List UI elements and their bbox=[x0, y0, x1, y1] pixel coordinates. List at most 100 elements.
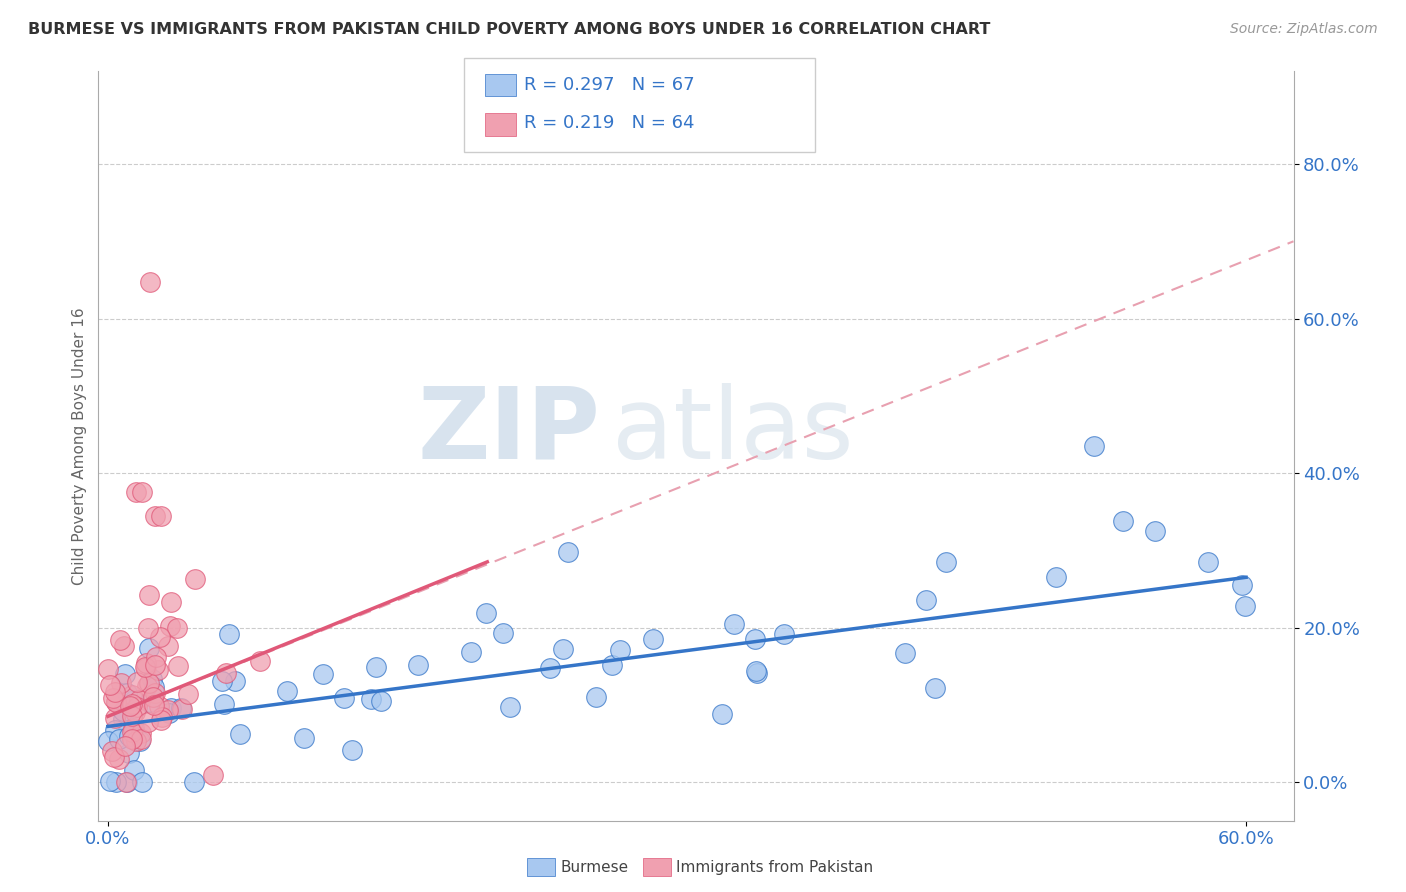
Point bbox=[108, 752, 131, 766]
Point bbox=[643, 632, 665, 646]
Text: R = 0.297   N = 67: R = 0.297 N = 67 bbox=[524, 76, 695, 94]
Point bbox=[125, 675, 148, 690]
Point bbox=[103, 749, 125, 764]
Point bbox=[115, 775, 138, 789]
Text: Burmese: Burmese bbox=[561, 860, 628, 874]
Point bbox=[184, 572, 207, 586]
Point bbox=[112, 639, 135, 653]
Point bbox=[160, 595, 183, 609]
Point bbox=[142, 698, 165, 712]
Point bbox=[104, 685, 127, 699]
Point bbox=[97, 662, 120, 676]
Point bbox=[460, 645, 482, 659]
Point bbox=[122, 763, 145, 777]
Point bbox=[97, 734, 120, 748]
Point bbox=[224, 673, 246, 688]
Point bbox=[924, 681, 946, 695]
Point bbox=[935, 555, 957, 569]
Point bbox=[122, 693, 145, 707]
Point bbox=[166, 658, 188, 673]
Point bbox=[115, 686, 138, 700]
Point bbox=[492, 626, 515, 640]
Point bbox=[122, 721, 145, 735]
Point bbox=[110, 676, 132, 690]
Point bbox=[249, 654, 271, 668]
Point bbox=[156, 640, 179, 654]
Point bbox=[1230, 578, 1253, 592]
Point bbox=[138, 588, 160, 602]
Point bbox=[585, 690, 607, 704]
Text: R = 0.219   N = 64: R = 0.219 N = 64 bbox=[524, 114, 695, 132]
Text: Source: ZipAtlas.com: Source: ZipAtlas.com bbox=[1230, 22, 1378, 37]
Point bbox=[118, 699, 141, 714]
Point bbox=[360, 692, 382, 706]
Point bbox=[103, 690, 125, 705]
Point bbox=[110, 632, 132, 647]
Point bbox=[138, 715, 160, 730]
Point bbox=[136, 621, 159, 635]
Point bbox=[124, 705, 146, 719]
Point bbox=[1197, 555, 1219, 569]
Point bbox=[107, 731, 129, 746]
Point bbox=[150, 713, 173, 727]
Point bbox=[122, 723, 145, 737]
Point bbox=[138, 275, 160, 289]
Point bbox=[159, 619, 181, 633]
Point bbox=[406, 657, 429, 672]
Point bbox=[745, 665, 768, 679]
Point bbox=[114, 666, 136, 681]
Point bbox=[214, 697, 236, 711]
Point bbox=[125, 699, 148, 714]
Point bbox=[1143, 524, 1166, 538]
Point bbox=[146, 663, 169, 677]
Point bbox=[135, 657, 157, 671]
Point bbox=[292, 731, 315, 745]
Point bbox=[218, 627, 240, 641]
Point bbox=[143, 508, 166, 523]
Point bbox=[129, 732, 152, 747]
Point bbox=[342, 743, 364, 757]
Point bbox=[121, 732, 143, 747]
Point bbox=[98, 677, 121, 691]
Point bbox=[138, 676, 160, 690]
Point bbox=[183, 775, 205, 789]
Point bbox=[128, 734, 150, 748]
Point bbox=[131, 775, 153, 789]
Text: ZIP: ZIP bbox=[418, 383, 600, 480]
Point bbox=[134, 660, 156, 674]
Point bbox=[104, 711, 127, 725]
Point bbox=[893, 646, 915, 660]
Point bbox=[105, 775, 128, 789]
Point bbox=[104, 695, 127, 709]
Point bbox=[148, 698, 170, 713]
Point bbox=[475, 607, 498, 621]
Point bbox=[228, 727, 250, 741]
Point bbox=[125, 733, 148, 747]
Point bbox=[135, 661, 157, 675]
Point bbox=[142, 690, 165, 704]
Point bbox=[551, 641, 574, 656]
Point bbox=[104, 695, 127, 709]
Point bbox=[744, 632, 766, 647]
Point bbox=[1045, 570, 1067, 584]
Point bbox=[276, 683, 298, 698]
Point bbox=[138, 641, 160, 656]
Point bbox=[145, 649, 167, 664]
Point bbox=[131, 485, 153, 500]
Point bbox=[211, 673, 233, 688]
Point bbox=[723, 617, 745, 632]
Point bbox=[166, 621, 188, 635]
Point bbox=[157, 703, 180, 717]
Point bbox=[104, 723, 127, 737]
Point bbox=[160, 701, 183, 715]
Point bbox=[202, 768, 225, 782]
Point bbox=[157, 706, 180, 721]
Point bbox=[141, 673, 163, 687]
Point bbox=[332, 691, 354, 706]
Point bbox=[609, 643, 631, 657]
Point bbox=[150, 710, 173, 724]
Point bbox=[915, 592, 938, 607]
Point bbox=[112, 712, 135, 726]
Point bbox=[143, 686, 166, 700]
Point bbox=[745, 665, 768, 680]
